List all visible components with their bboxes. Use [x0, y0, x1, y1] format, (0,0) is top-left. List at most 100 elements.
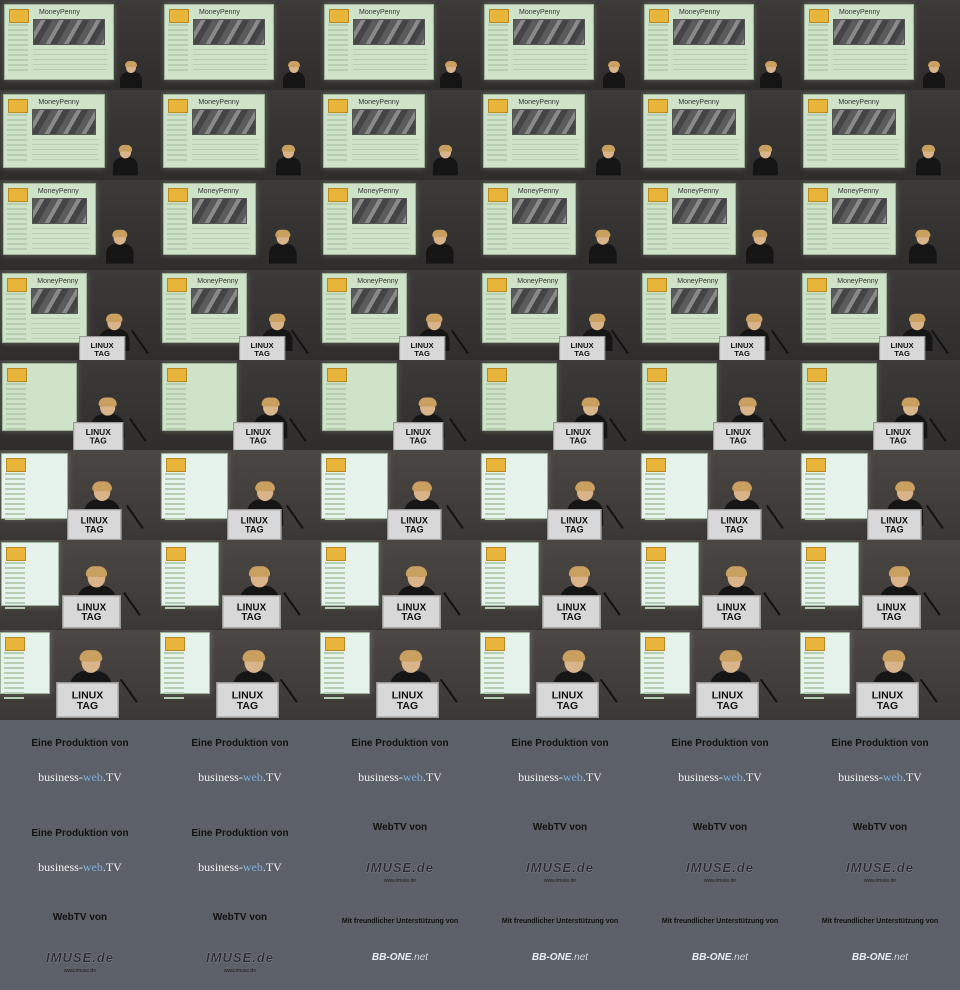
brand-part3: .TV — [902, 770, 922, 784]
slide-app-title: MoneyPenny — [37, 278, 79, 286]
video-frame-tile: MoneyPenny LINUX TAG — [640, 270, 800, 360]
video-frame-tile: MoneyPenny — [640, 0, 800, 90]
imuse-logo: IMUSE.de — [686, 860, 754, 875]
projected-slide — [641, 452, 709, 521]
linuxtag-logo — [167, 188, 188, 203]
slide-sidebar — [6, 293, 27, 342]
presenter-hair — [242, 650, 266, 662]
slide-sidebar — [325, 472, 346, 521]
video-frame-tile: LINUX TAG — [480, 540, 640, 630]
lectern-sign: LINUX TAG — [882, 429, 916, 446]
lectern-sign: LINUX TAG — [232, 604, 271, 624]
video-frame-tile: MoneyPenny — [480, 180, 640, 270]
slide-app-title: MoneyPenny — [39, 9, 80, 16]
brand-part3: .TV — [262, 770, 282, 784]
webtv-title: WebTV von — [852, 822, 908, 833]
presenter — [112, 145, 138, 176]
slide-sidebar — [486, 203, 507, 252]
lectern-sign-line2: TAG — [889, 437, 907, 447]
presenter-hair — [111, 229, 128, 237]
lectern-sign: LINUX TAG — [712, 604, 751, 624]
slide-content-rows — [672, 138, 738, 161]
lectern: LINUX TAG — [718, 335, 766, 360]
projected-slide: MoneyPenny — [2, 273, 87, 344]
linuxtag-logo — [488, 98, 509, 113]
lectern-sign-line2: TAG — [81, 613, 102, 624]
slide-banner-image — [351, 288, 398, 315]
webtv-title: WebTV von — [212, 912, 268, 923]
microphone-stand — [605, 504, 624, 529]
presenter-hair — [445, 61, 457, 67]
video-frame-tile: MoneyPenny LINUX TAG — [800, 270, 960, 360]
presenter-hair — [588, 313, 606, 322]
slide-banner-image — [31, 288, 78, 315]
video-frame-tile: LINUX TAG — [480, 630, 640, 720]
lectern: LINUX TAG — [547, 508, 603, 540]
lectern-sign-line2: TAG — [729, 437, 747, 447]
lectern-sign-line1: LINUX — [241, 516, 269, 526]
linuxtag-logo — [646, 367, 667, 382]
slide-content-rows — [833, 49, 907, 71]
slide-content-rows — [352, 138, 418, 161]
slide-app-title: MoneyPenny — [837, 278, 879, 286]
bbone-main: BB-ONE — [371, 952, 412, 963]
presenter-hair — [399, 650, 423, 662]
microphone-stand — [608, 417, 627, 442]
projected-slide — [480, 632, 530, 700]
presenter-hair — [248, 565, 271, 577]
business-web-tv-logo: business-web.TV — [320, 770, 480, 785]
slide-sidebar — [164, 652, 184, 700]
lectern: LINUX TAG — [536, 682, 599, 718]
presenter-hair — [92, 481, 113, 492]
slide-app-title: MoneyPenny — [38, 98, 80, 106]
projected-slide — [161, 452, 229, 521]
lectern: LINUX TAG — [238, 335, 286, 360]
linuxtag-logo — [328, 98, 349, 113]
lectern-sign-line1: LINUX — [81, 516, 109, 526]
slide-content-rows — [353, 49, 427, 71]
slide-sidebar — [804, 562, 825, 611]
presenter — [120, 61, 142, 88]
brand-part1: business- — [198, 860, 243, 874]
slide-sidebar — [165, 472, 186, 521]
webtv-title: WebTV von — [372, 822, 428, 833]
presenter-body — [283, 72, 305, 88]
slide-sidebar — [644, 562, 665, 611]
slide-banner-image — [32, 108, 96, 135]
lectern-sign-line1: LINUX — [556, 603, 586, 614]
projected-slide: MoneyPenny — [642, 273, 727, 344]
lectern-sign: LINUX TAG — [562, 429, 596, 446]
slide-banner-image — [191, 288, 238, 315]
presenter-hair — [274, 229, 291, 237]
slide-sidebar — [325, 382, 346, 431]
presenter-head — [766, 62, 776, 73]
projected-slide: MoneyPenny — [483, 93, 585, 168]
microphone-stand — [600, 678, 618, 703]
lectern-sign-line1: LINUX — [721, 516, 749, 526]
projected-slide — [161, 362, 238, 431]
video-frame-tile: Eine Produktion von business-web.TV — [160, 720, 320, 810]
video-frame-tile: WebTV von IMUSE.de www.imuse.de — [800, 810, 960, 900]
lectern-sign: LINUX TAG — [867, 691, 909, 712]
lectern-sign-line2: TAG — [89, 437, 107, 447]
slide-sidebar — [487, 113, 508, 162]
video-frame-tile: Eine Produktion von business-web.TV — [320, 720, 480, 810]
presenter — [752, 145, 778, 176]
presenter-head — [922, 146, 934, 159]
presenter-hair — [405, 565, 428, 577]
presenter-hair — [908, 313, 926, 322]
lectern: LINUX TAG — [861, 595, 921, 630]
video-frame-tile: MoneyPenny — [800, 0, 960, 90]
slide-banner-image — [193, 19, 265, 45]
lectern-sign-line1: LINUX — [90, 342, 114, 351]
presenter-hair — [928, 61, 940, 67]
bbone-net: .net — [891, 952, 909, 963]
linuxtag-logo — [648, 98, 669, 113]
lectern: LINUX TAG — [67, 508, 123, 540]
presenter-body — [915, 157, 941, 176]
lectern-sign-line1: LINUX — [401, 516, 429, 526]
lectern-sign: LINUX TAG — [242, 429, 276, 446]
projected-slide: MoneyPenny — [324, 4, 434, 80]
business-web-tv-logo: business-web.TV — [160, 860, 320, 875]
